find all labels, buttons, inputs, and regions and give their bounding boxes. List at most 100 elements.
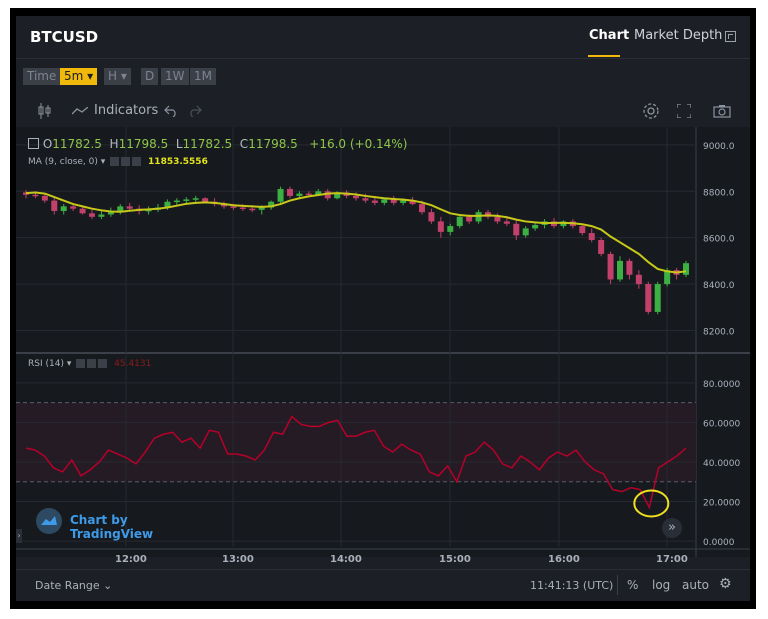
candle-body bbox=[79, 208, 86, 214]
candle-body bbox=[466, 216, 473, 222]
tradingview-badge[interactable]: Chart by TradingView bbox=[36, 507, 196, 541]
tab-chart[interactable]: Chart bbox=[589, 28, 630, 43]
rsi-tick-label: 60.0000 bbox=[703, 419, 740, 429]
double-chevron-right-icon: » bbox=[668, 520, 676, 535]
timeframe-1w[interactable]: 1W bbox=[161, 68, 189, 85]
expand-icon[interactable] bbox=[725, 31, 736, 42]
chart-footer: Date Range ⌄ 11:41:13 (UTC) % log auto ⚙ bbox=[16, 569, 750, 602]
settings-icon[interactable] bbox=[642, 102, 660, 120]
candle-body bbox=[23, 192, 29, 195]
candle-body bbox=[579, 226, 586, 234]
undo-icon[interactable] bbox=[164, 105, 178, 117]
chevron-down-icon: ▾ bbox=[120, 69, 127, 83]
settings-icon[interactable] bbox=[110, 157, 120, 166]
candle-body bbox=[428, 212, 435, 222]
tradingview-text: Chart by TradingView bbox=[70, 513, 154, 541]
visibility-icon[interactable] bbox=[121, 157, 131, 166]
scroll-to-realtime-button[interactable]: » bbox=[662, 518, 682, 538]
candle-body bbox=[117, 206, 124, 213]
candle-body bbox=[249, 208, 256, 211]
price-tick-label: 8400.0 bbox=[703, 281, 735, 291]
ohlc-open: 11782.5 bbox=[52, 137, 102, 151]
candle-body bbox=[645, 284, 652, 312]
candle-body bbox=[362, 198, 369, 201]
price-tick-label: 8600.0 bbox=[703, 235, 735, 245]
candle-body bbox=[456, 216, 463, 227]
auto-scale-toggle[interactable]: auto bbox=[682, 578, 710, 592]
price-tick-label: 9000.0 bbox=[703, 142, 735, 152]
candle-body bbox=[409, 200, 416, 205]
minimize-icon[interactable] bbox=[28, 138, 39, 149]
candle-body bbox=[626, 260, 633, 275]
settings-icon[interactable] bbox=[76, 359, 86, 368]
price-tick-label: 8800.0 bbox=[703, 188, 735, 198]
timeframe-d[interactable]: D bbox=[141, 68, 159, 85]
candle-body bbox=[419, 204, 425, 213]
date-range-label: Date Range bbox=[35, 579, 100, 592]
caret-down-icon[interactable]: ▾ bbox=[66, 359, 72, 369]
date-range-button[interactable]: Date Range ⌄ bbox=[35, 579, 112, 592]
chart-svg[interactable]: 9000.0 8800.0 8600.0 8400.0 8200.0 80.0000 60.… bbox=[16, 127, 750, 557]
indicators-button[interactable]: Indicators bbox=[94, 103, 159, 118]
candle-body bbox=[221, 204, 227, 207]
candle-body bbox=[654, 284, 661, 312]
divider bbox=[617, 575, 618, 595]
candle-body bbox=[683, 263, 689, 275]
ma-line bbox=[25, 191, 687, 274]
candle-body bbox=[390, 199, 397, 203]
candle-body bbox=[70, 206, 77, 209]
timeframe-h[interactable]: H ▾ bbox=[104, 68, 131, 85]
log-scale-toggle[interactable]: log bbox=[652, 578, 671, 592]
chart-panel: BTCUSD Chart Market Depth Time 5m ▾ H ▾ … bbox=[16, 16, 750, 601]
candle-body bbox=[513, 223, 520, 236]
rsi-line bbox=[25, 415, 687, 510]
chart-area[interactable]: 9000.0 8800.0 8600.0 8400.0 8200.0 80.0000 60.… bbox=[16, 127, 750, 557]
settings-icon[interactable]: ⚙ bbox=[719, 576, 732, 592]
candle-body bbox=[98, 214, 105, 217]
rsi-tick-label: 20.0000 bbox=[703, 499, 740, 509]
candle-body bbox=[315, 191, 322, 195]
symbol-title: BTCUSD bbox=[30, 28, 99, 46]
caret-down-icon[interactable]: ▾ bbox=[100, 157, 106, 167]
rsi-label[interactable]: RSI (14) bbox=[28, 359, 64, 369]
timeframe-5m[interactable]: 5m ▾ bbox=[60, 68, 98, 85]
close-icon[interactable] bbox=[98, 359, 108, 368]
candlestick-icon[interactable] bbox=[38, 103, 52, 119]
rsi-tick-label: 80.0000 bbox=[703, 380, 740, 390]
candle-body bbox=[381, 199, 388, 203]
candle-body bbox=[287, 188, 293, 196]
ma-label[interactable]: MA (9, close, 0) bbox=[28, 157, 98, 167]
redo-icon[interactable] bbox=[188, 105, 202, 117]
timeframe-1m[interactable]: 1M bbox=[190, 68, 216, 85]
candle-body bbox=[192, 198, 199, 200]
indicators-icon[interactable] bbox=[72, 107, 88, 115]
candle-body bbox=[268, 201, 275, 208]
price-tick-label: 8200.0 bbox=[703, 327, 735, 337]
x-tick-label: 13:00 bbox=[222, 554, 254, 565]
candle-body bbox=[664, 270, 671, 285]
candle-body bbox=[277, 188, 284, 202]
candle-body bbox=[126, 206, 133, 209]
tab-market-depth[interactable]: Market Depth bbox=[634, 28, 723, 43]
candle-body bbox=[202, 198, 209, 202]
ohlc-c-label: C bbox=[239, 137, 249, 151]
chevron-down-icon: ⌄ bbox=[103, 579, 113, 592]
fullscreen-icon[interactable] bbox=[677, 104, 691, 118]
ohlc-close: 11798.5 bbox=[248, 137, 298, 151]
utc-clock[interactable]: 11:41:13 (UTC) bbox=[530, 579, 614, 592]
candle-body bbox=[51, 200, 58, 212]
candle-body bbox=[173, 200, 180, 203]
close-icon[interactable] bbox=[132, 157, 142, 166]
chart-toolbar: Indicators bbox=[16, 96, 750, 126]
chart-header: BTCUSD Chart Market Depth bbox=[16, 16, 750, 59]
x-tick-label: 16:00 bbox=[548, 554, 580, 565]
candle-body bbox=[230, 206, 237, 208]
camera-icon[interactable] bbox=[713, 104, 731, 118]
active-tab-indicator bbox=[588, 55, 620, 57]
visibility-icon[interactable] bbox=[87, 359, 97, 368]
left-panel-handle[interactable]: › bbox=[16, 529, 22, 543]
candle-body bbox=[239, 207, 246, 210]
chevron-right-icon: › bbox=[17, 531, 21, 540]
percent-scale-toggle[interactable]: % bbox=[627, 578, 639, 592]
timeframe-time[interactable]: Time bbox=[23, 68, 61, 85]
